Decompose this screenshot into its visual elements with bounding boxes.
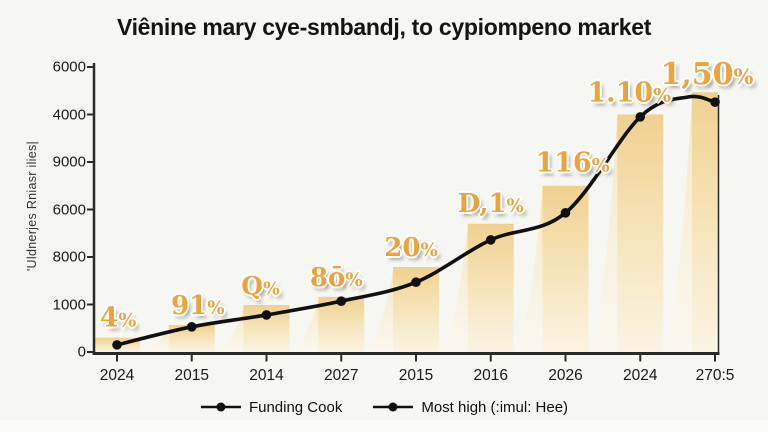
x-tick-label: 270:5 <box>695 367 735 384</box>
line-dot-marker-icon <box>373 402 414 412</box>
data-label: 20% <box>384 233 438 264</box>
ramp-shade <box>214 308 244 352</box>
line-point <box>112 340 122 350</box>
line-point <box>411 277 421 287</box>
x-tick-label: 2024 <box>623 367 658 384</box>
bar <box>617 114 664 352</box>
line-point <box>186 322 197 332</box>
line-point <box>635 112 646 122</box>
legend-item-funding-cook: Funding Cook <box>200 399 342 416</box>
x-tick-label: 2027 <box>324 367 359 384</box>
data-label: 1.10% <box>587 77 672 109</box>
y-tick-label: 8000 <box>52 248 86 266</box>
legend-label: Most high (:imul: Hee) <box>421 398 569 416</box>
x-tick-label: 2015 <box>398 367 434 384</box>
data-label: 1,50% <box>660 57 754 93</box>
ramp-shade <box>289 300 319 352</box>
x-tick-label: 2016 <box>473 367 508 384</box>
legend-item-most-high: Most high (:imul: Hee) <box>372 399 568 416</box>
line-dot-marker-icon <box>200 402 241 412</box>
data-label: 4% <box>99 302 137 334</box>
data-label: 116% <box>535 147 610 179</box>
y-tick-label: 6000 <box>52 58 86 76</box>
ramp-shade <box>513 189 543 352</box>
data-label: 91% <box>171 290 225 321</box>
bottom-strip <box>0 420 768 432</box>
ramp-shade <box>140 328 169 352</box>
data-label: D,1% <box>457 188 524 219</box>
line-point <box>560 208 571 218</box>
y-tick-label: 6000 <box>52 201 86 218</box>
ramp-shade <box>663 96 692 352</box>
y-tick-label: 9000 <box>52 153 86 171</box>
line-point <box>261 310 272 320</box>
x-tick-label: 2015 <box>174 367 209 384</box>
y-tick-label: 1000 <box>52 296 86 313</box>
bar <box>467 223 514 352</box>
line-point <box>710 97 720 107</box>
y-tick-label: 4000 <box>52 106 86 123</box>
y-tick-label: 0 <box>77 343 86 361</box>
chart-title: Viênine mary cye-smbandj, to cypiompeno … <box>116 14 652 40</box>
x-tick-label: 2026 <box>548 367 583 384</box>
line-point <box>336 296 347 306</box>
data-label: Q% <box>241 271 280 301</box>
legend-label: Funding Cook <box>248 398 343 416</box>
x-tick-label: 2014 <box>249 367 284 384</box>
ramp-shade <box>364 270 393 352</box>
x-tick-label: 2024 <box>99 367 135 384</box>
line-series <box>115 94 717 347</box>
ramp-shade <box>588 118 618 352</box>
bar <box>692 92 718 353</box>
legend: Funding Cook Most high (:imul: Hee) <box>200 395 568 419</box>
data-label: 8ō% <box>309 263 363 294</box>
line-point <box>485 235 496 245</box>
ramp-shade <box>439 227 468 352</box>
